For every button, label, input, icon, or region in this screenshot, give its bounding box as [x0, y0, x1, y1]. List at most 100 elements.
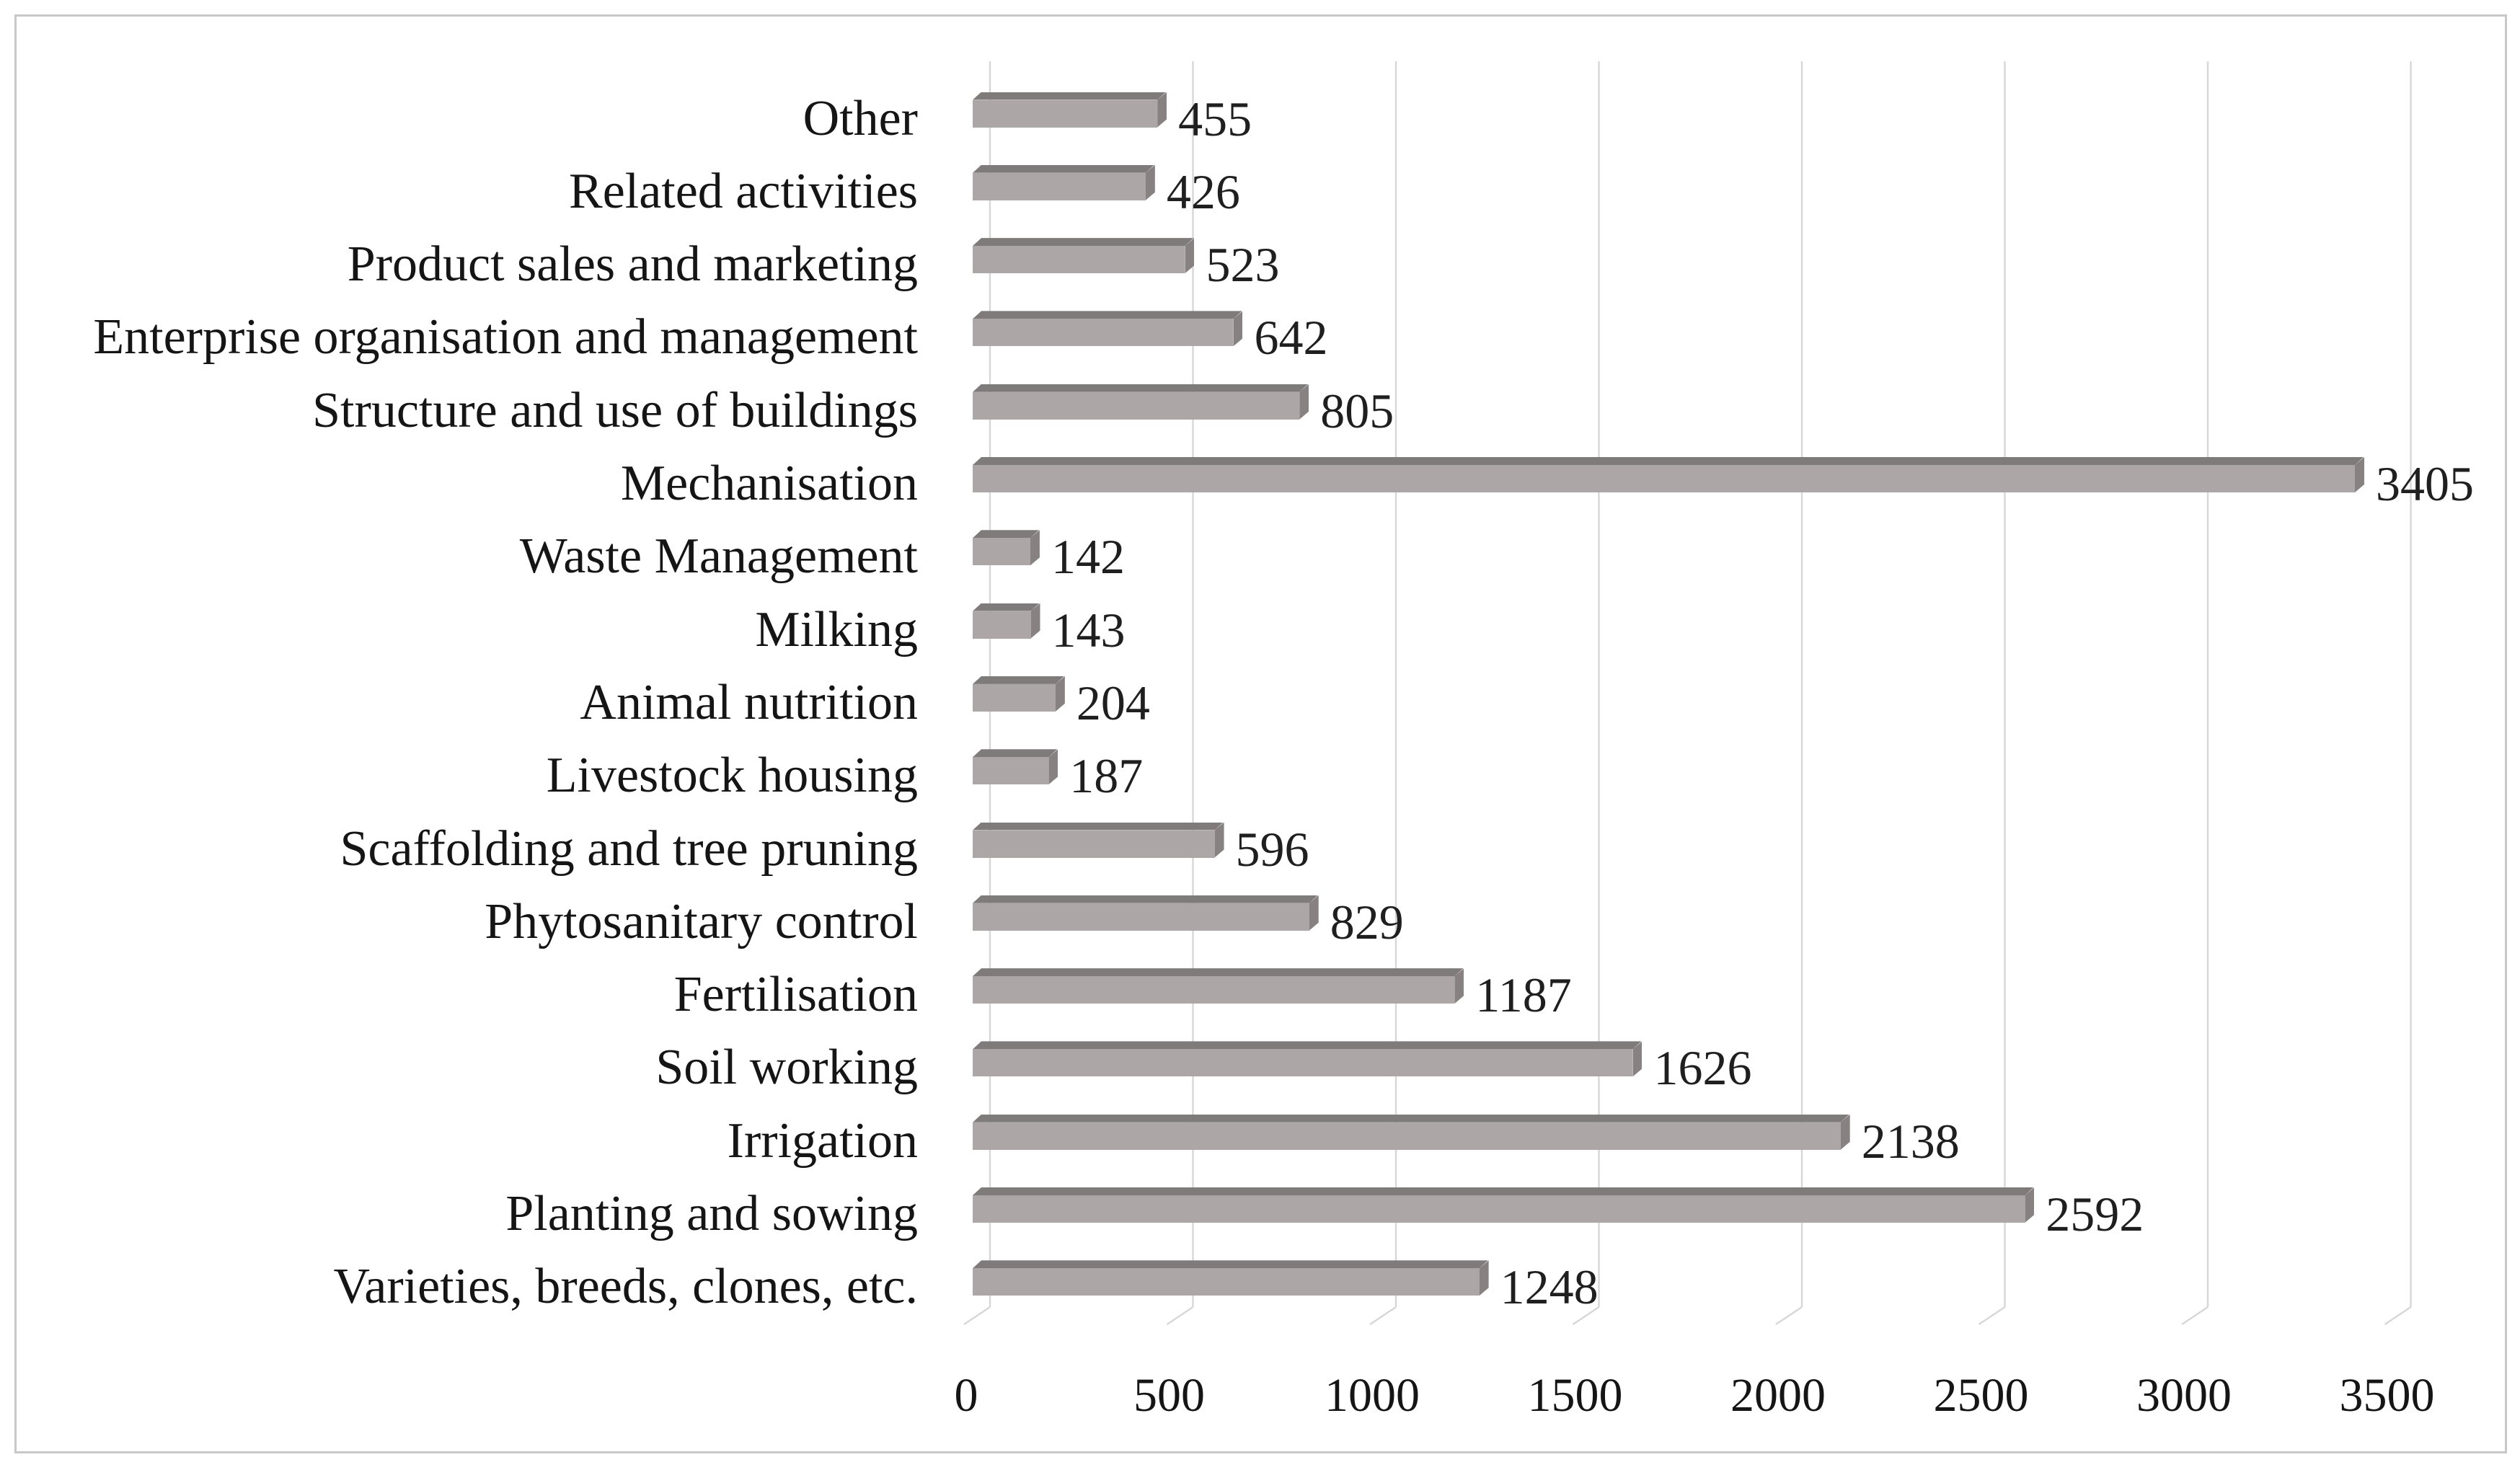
- bar-front-face: [973, 538, 1030, 566]
- axis-floor-tick: [1775, 1306, 1803, 1325]
- axis-floor-tick: [2181, 1306, 2209, 1325]
- bar-front-face: [973, 1122, 1841, 1150]
- category-label: Fertilisation: [673, 967, 918, 1023]
- x-tick-label: 0: [954, 1369, 978, 1422]
- bar-end-cap: [1233, 311, 1242, 346]
- bar-end-cap: [1454, 968, 1464, 1004]
- bar-end-cap: [1157, 92, 1167, 128]
- bar-top-face: [973, 1187, 2033, 1195]
- value-label: 1626: [1653, 1040, 1752, 1096]
- bar-top-face: [973, 676, 1064, 684]
- bar-end-cap: [1480, 1260, 1489, 1296]
- bar-end-cap: [1309, 895, 1319, 931]
- bar-end-cap: [1048, 749, 1058, 784]
- bar-top-face: [973, 92, 1166, 100]
- x-tick-label: 1000: [1325, 1369, 1420, 1422]
- category-label: Phytosanitary control: [485, 893, 918, 949]
- bar-top-face: [973, 603, 1040, 611]
- category-label: Livestock housing: [546, 748, 918, 804]
- bar-top-face: [973, 895, 1318, 903]
- axis-floor-tick: [1572, 1306, 1600, 1325]
- axis-floor-tick: [1166, 1306, 1194, 1325]
- bar-front-face: [973, 172, 1146, 200]
- category-label: Structure and use of buildings: [312, 382, 918, 438]
- value-label: 3405: [2376, 456, 2474, 511]
- value-label: 642: [1254, 310, 1328, 366]
- bar-end-cap: [1632, 1041, 1642, 1076]
- bar-front-face: [973, 319, 1234, 347]
- bar-end-cap: [1841, 1115, 1850, 1150]
- bar-end-cap: [1031, 603, 1040, 639]
- bar-front-face: [973, 830, 1215, 858]
- bar-end-cap: [1215, 823, 1224, 858]
- bar-end-cap: [1146, 165, 1155, 200]
- axis-floor-tick: [1369, 1306, 1397, 1325]
- value-label: 426: [1166, 164, 1240, 219]
- x-tick-label: 2000: [1730, 1369, 1826, 1422]
- bar-front-face: [973, 903, 1309, 931]
- bar-end-cap: [2025, 1187, 2034, 1223]
- bar-front-face: [973, 465, 2355, 492]
- value-label: 829: [1330, 894, 1404, 949]
- bar-top-face: [973, 749, 1057, 757]
- category-label: Irrigation: [727, 1112, 918, 1169]
- bar-front-face: [973, 757, 1049, 785]
- value-label: 2138: [1861, 1113, 1960, 1169]
- value-label: 1187: [1475, 968, 1572, 1023]
- bar-front-face: [973, 99, 1158, 128]
- bar-top-face: [973, 457, 2364, 465]
- value-label: 523: [1206, 237, 1280, 293]
- bar-end-cap: [2355, 457, 2364, 492]
- value-label: 455: [1178, 91, 1252, 146]
- category-label: Mechanisation: [620, 456, 918, 511]
- bar-front-face: [973, 1049, 1633, 1077]
- category-label: Animal nutrition: [580, 674, 918, 730]
- value-label: 187: [1069, 748, 1144, 804]
- category-label: Soil working: [655, 1040, 918, 1096]
- x-tick-label: 2500: [1933, 1369, 2029, 1422]
- value-label: 805: [1320, 383, 1394, 438]
- bar-top-face: [973, 165, 1154, 173]
- bar-top-face: [973, 1041, 1641, 1049]
- bar-top-face: [973, 530, 1039, 538]
- bar-end-cap: [1299, 384, 1309, 420]
- bar-top-face: [973, 1260, 1488, 1268]
- bar-top-face: [973, 823, 1224, 831]
- bar-front-face: [973, 1195, 2025, 1223]
- x-tick-label: 1500: [1527, 1369, 1623, 1422]
- value-label: 204: [1076, 675, 1150, 730]
- x-tick-label: 3000: [2136, 1369, 2232, 1422]
- bar-front-face: [973, 1268, 1480, 1296]
- bar-end-cap: [1056, 676, 1065, 712]
- category-label: Varieties, breeds, clones, etc.: [333, 1259, 918, 1315]
- value-label: 143: [1051, 602, 1126, 657]
- category-label: Other: [803, 90, 918, 146]
- bar-top-face: [973, 968, 1463, 976]
- bar-front-face: [973, 611, 1031, 639]
- category-label: Related activities: [569, 163, 918, 219]
- x-tick-label: 3500: [2339, 1369, 2435, 1422]
- bar-top-face: [973, 1115, 1849, 1123]
- axis-floor-tick: [963, 1306, 991, 1325]
- category-label: Enterprise organisation and management: [93, 309, 918, 366]
- value-label: 1248: [1500, 1259, 1599, 1315]
- bar-top-face: [973, 238, 1193, 246]
- axis-floor-tick: [2384, 1306, 2412, 1325]
- value-label: 2592: [2046, 1187, 2144, 1241]
- bar-end-cap: [1185, 238, 1194, 273]
- bar-top-face: [973, 384, 1308, 392]
- category-label: Waste Management: [519, 528, 918, 585]
- category-label: Scaffolding and tree pruning: [340, 820, 918, 877]
- axis-floor-tick: [1978, 1306, 2006, 1325]
- bar-front-face: [973, 246, 1185, 274]
- bar-front-face: [973, 391, 1300, 420]
- value-label: 596: [1235, 821, 1309, 877]
- category-label: Milking: [755, 601, 918, 657]
- category-label: Product sales and marketing: [347, 236, 918, 293]
- bar-top-face: [973, 311, 1242, 319]
- bar-front-face: [973, 976, 1455, 1004]
- x-tick-label: 500: [1133, 1369, 1205, 1422]
- bar-front-face: [973, 683, 1056, 712]
- bar-end-cap: [1030, 530, 1040, 565]
